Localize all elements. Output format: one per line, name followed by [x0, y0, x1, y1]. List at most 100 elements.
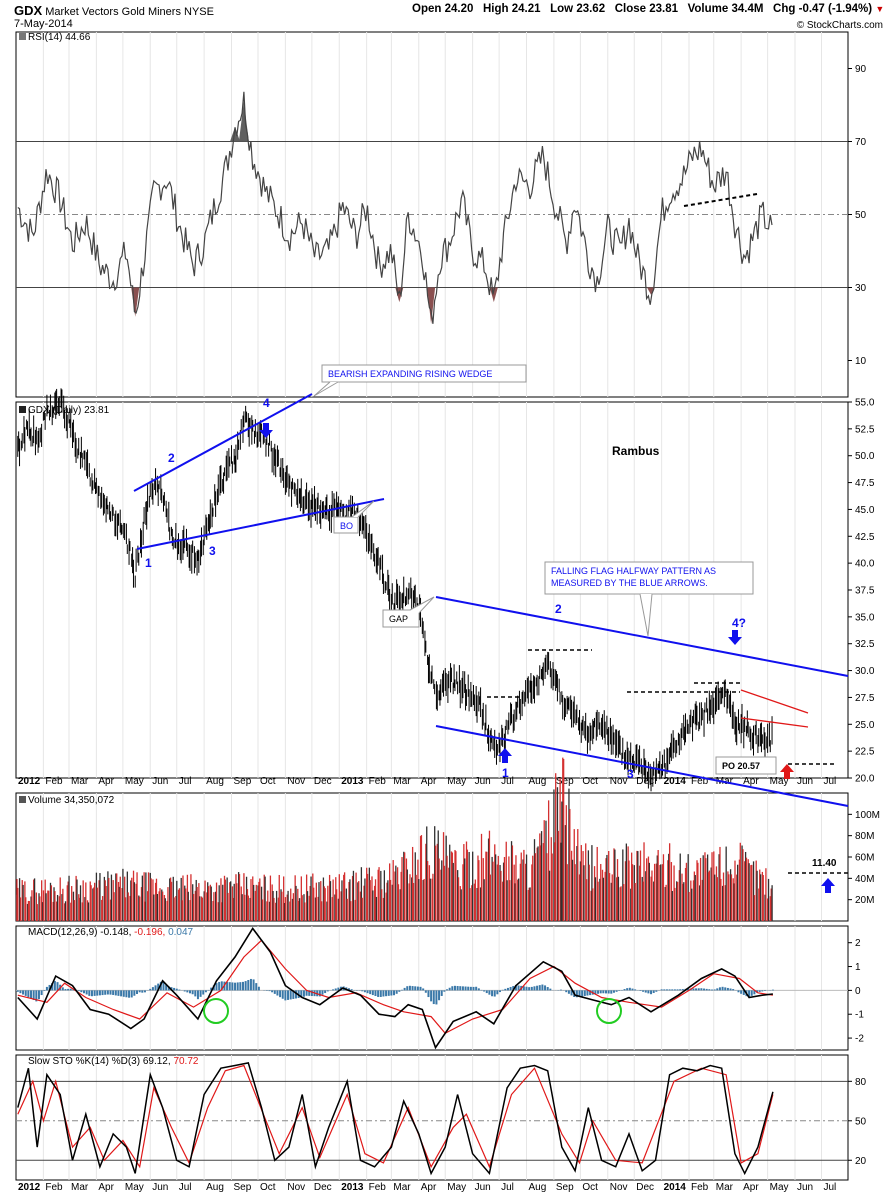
macd-histogram-bar [186, 990, 189, 993]
macd-histogram-bar [610, 990, 613, 994]
volume-bar [643, 842, 645, 921]
volume-bar [730, 874, 733, 921]
volume-bar [231, 886, 234, 921]
volume-bar [448, 867, 450, 921]
macd-histogram-bar [652, 990, 655, 993]
volume-bar [446, 855, 448, 921]
volume-bar [548, 870, 551, 921]
volume-bar [692, 880, 695, 921]
macd-histogram-bar [496, 990, 499, 995]
volume-bar [736, 864, 739, 921]
x-tick-label: May [125, 1182, 144, 1193]
x-tick-label: Jun [797, 776, 813, 787]
volume-bar [117, 881, 120, 921]
macd-histogram-bar [90, 990, 93, 997]
volume-bar [187, 891, 189, 921]
x-tick-label: Nov [610, 776, 628, 787]
gap-callout: GAP [389, 614, 408, 624]
volume-bar [340, 891, 342, 921]
volume-bar [147, 891, 149, 921]
x-tick-label: Dec [314, 776, 332, 787]
macd-histogram-bar [188, 990, 191, 994]
volume-bar [349, 879, 351, 921]
x-tick-label: Nov [287, 1182, 305, 1193]
volume-bar [260, 886, 263, 921]
macd-histogram-bar [411, 986, 414, 991]
volume-bar [759, 874, 762, 921]
volume-bar [47, 890, 49, 921]
volume-bar [62, 888, 64, 921]
macd-histogram-bar [475, 986, 478, 991]
macd-histogram-bar [252, 979, 255, 991]
volume-bar [633, 865, 635, 921]
volume-bar [338, 874, 340, 921]
triangle-lower-line [740, 717, 809, 728]
macd-histogram-bar [300, 990, 303, 998]
volume-bar [110, 874, 113, 921]
x-tick-label: Aug [529, 776, 547, 787]
macd-histogram-bar [700, 988, 703, 991]
volume-bar [153, 894, 155, 921]
volume-bar [457, 877, 460, 921]
volume-bar [143, 872, 145, 921]
volume-bar [434, 845, 437, 921]
volume-bar [35, 892, 38, 921]
volume-bar [547, 800, 550, 921]
macd-histogram-bar [612, 990, 615, 993]
x-tick-label: Mar [71, 1182, 89, 1193]
volume-bar [536, 847, 538, 921]
macd-histogram-bar [226, 981, 229, 991]
macd-histogram-bar [697, 988, 700, 991]
volume-bar [744, 861, 746, 921]
volume-bar [350, 901, 352, 921]
volume-bar [759, 869, 761, 921]
volume-bar [650, 876, 652, 921]
x-tick-label: Jul [501, 1182, 514, 1193]
macd-histogram-bar [477, 988, 480, 991]
volume-bar [600, 863, 602, 921]
volume-bar [85, 882, 87, 921]
volume-bar [235, 874, 237, 921]
volume-bar [655, 863, 658, 921]
volume-bar [543, 820, 545, 921]
volume-bar [181, 900, 183, 921]
volume-bar [359, 891, 362, 921]
blue-down-arrow-icon [259, 423, 273, 438]
volume-bar [131, 877, 133, 921]
volume-bar [129, 895, 131, 921]
macd-histogram-bar [597, 990, 600, 994]
quote-summary: Open 24.20 High 24.21 Low 23.62 Close 23… [412, 3, 884, 15]
macd-histogram-bar [668, 989, 671, 991]
volume-bar [49, 882, 52, 921]
volume-bar [287, 890, 289, 921]
volume-bar [53, 887, 55, 921]
macd-histogram-bar [647, 990, 650, 994]
macd-histogram-bar [151, 987, 154, 991]
macd-histogram-bar [504, 988, 507, 991]
macd-histogram-bar [19, 990, 22, 994]
macd-histogram-bar [740, 990, 743, 994]
volume-bar [496, 864, 499, 921]
rsi-oversold-fill [489, 287, 498, 303]
macd-histogram-bar [631, 988, 634, 991]
rambus-watermark: Rambus [612, 444, 660, 458]
macd-histogram-bar [679, 989, 682, 991]
blue-down-arrow-icon [728, 630, 742, 645]
macd-histogram-bar [403, 987, 406, 991]
volume-bar [145, 872, 147, 921]
volume-bar [169, 877, 172, 921]
volume-bar [176, 880, 178, 921]
volume-bar [66, 885, 68, 921]
volume-bar [290, 888, 292, 921]
volume-bar [86, 900, 89, 921]
volume-bar [704, 852, 706, 921]
volume-bar [298, 898, 301, 921]
volume-bar [334, 894, 336, 921]
volume-bar [751, 864, 753, 921]
volume-bar [419, 836, 422, 921]
rsi-title: RSI(14) 44.66 [28, 32, 91, 43]
macd-histogram-bar [710, 989, 713, 991]
x-tick-label: 2012 [18, 776, 41, 787]
volume-bar [745, 857, 748, 921]
volume-bar [529, 887, 531, 921]
